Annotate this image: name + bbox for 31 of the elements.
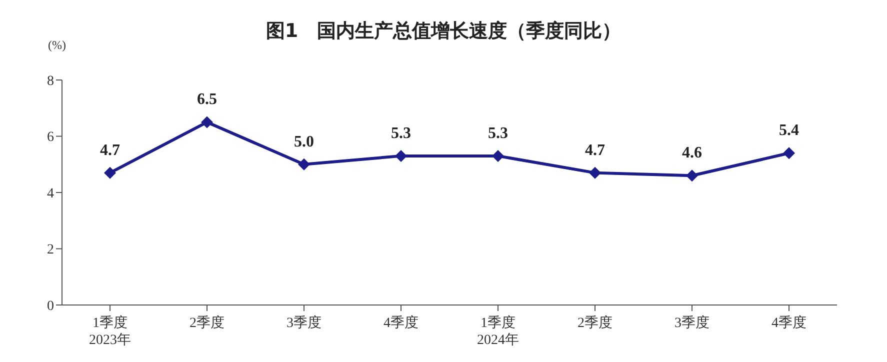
- data-label: 4.6: [682, 144, 702, 162]
- x-tick-label: 1季度 2023年: [89, 315, 131, 348]
- x-tick-label: 4季度: [384, 315, 418, 331]
- x-tick-label: 1季度 2024年: [477, 315, 519, 348]
- x-tick-label: 4季度: [772, 315, 806, 331]
- data-label: 4.7: [585, 142, 605, 159]
- y-tick-label: 2: [47, 242, 54, 258]
- y-tick-label: 4: [47, 186, 54, 202]
- point: [783, 147, 795, 160]
- data-label: 5.3: [488, 124, 508, 142]
- point: [686, 170, 698, 182]
- y-axis-title: (%): [48, 38, 66, 53]
- data-label: 5.0: [294, 133, 314, 150]
- point: [104, 166, 116, 179]
- y-tick-label: 8: [47, 74, 54, 89]
- point: [492, 150, 504, 162]
- point: [589, 166, 601, 179]
- x-tick-label: 2季度: [190, 315, 224, 331]
- point: [298, 158, 310, 170]
- y-tick-label: 0: [47, 298, 54, 314]
- data-label: 4.7: [100, 142, 120, 159]
- point: [201, 116, 213, 128]
- x-tick-label: 2季度: [578, 315, 612, 331]
- data-label: 6.5: [197, 91, 217, 108]
- x-tick-label: 3季度: [286, 315, 322, 331]
- data-label: 5.3: [391, 124, 411, 142]
- point: [395, 150, 407, 162]
- data-label: 5.4: [779, 122, 799, 140]
- y-tick-label: 6: [47, 130, 54, 146]
- chart-title: 图1 国内生产总值增长速度（季度同比）: [266, 20, 622, 42]
- x-tick-label: 3季度: [674, 315, 710, 331]
